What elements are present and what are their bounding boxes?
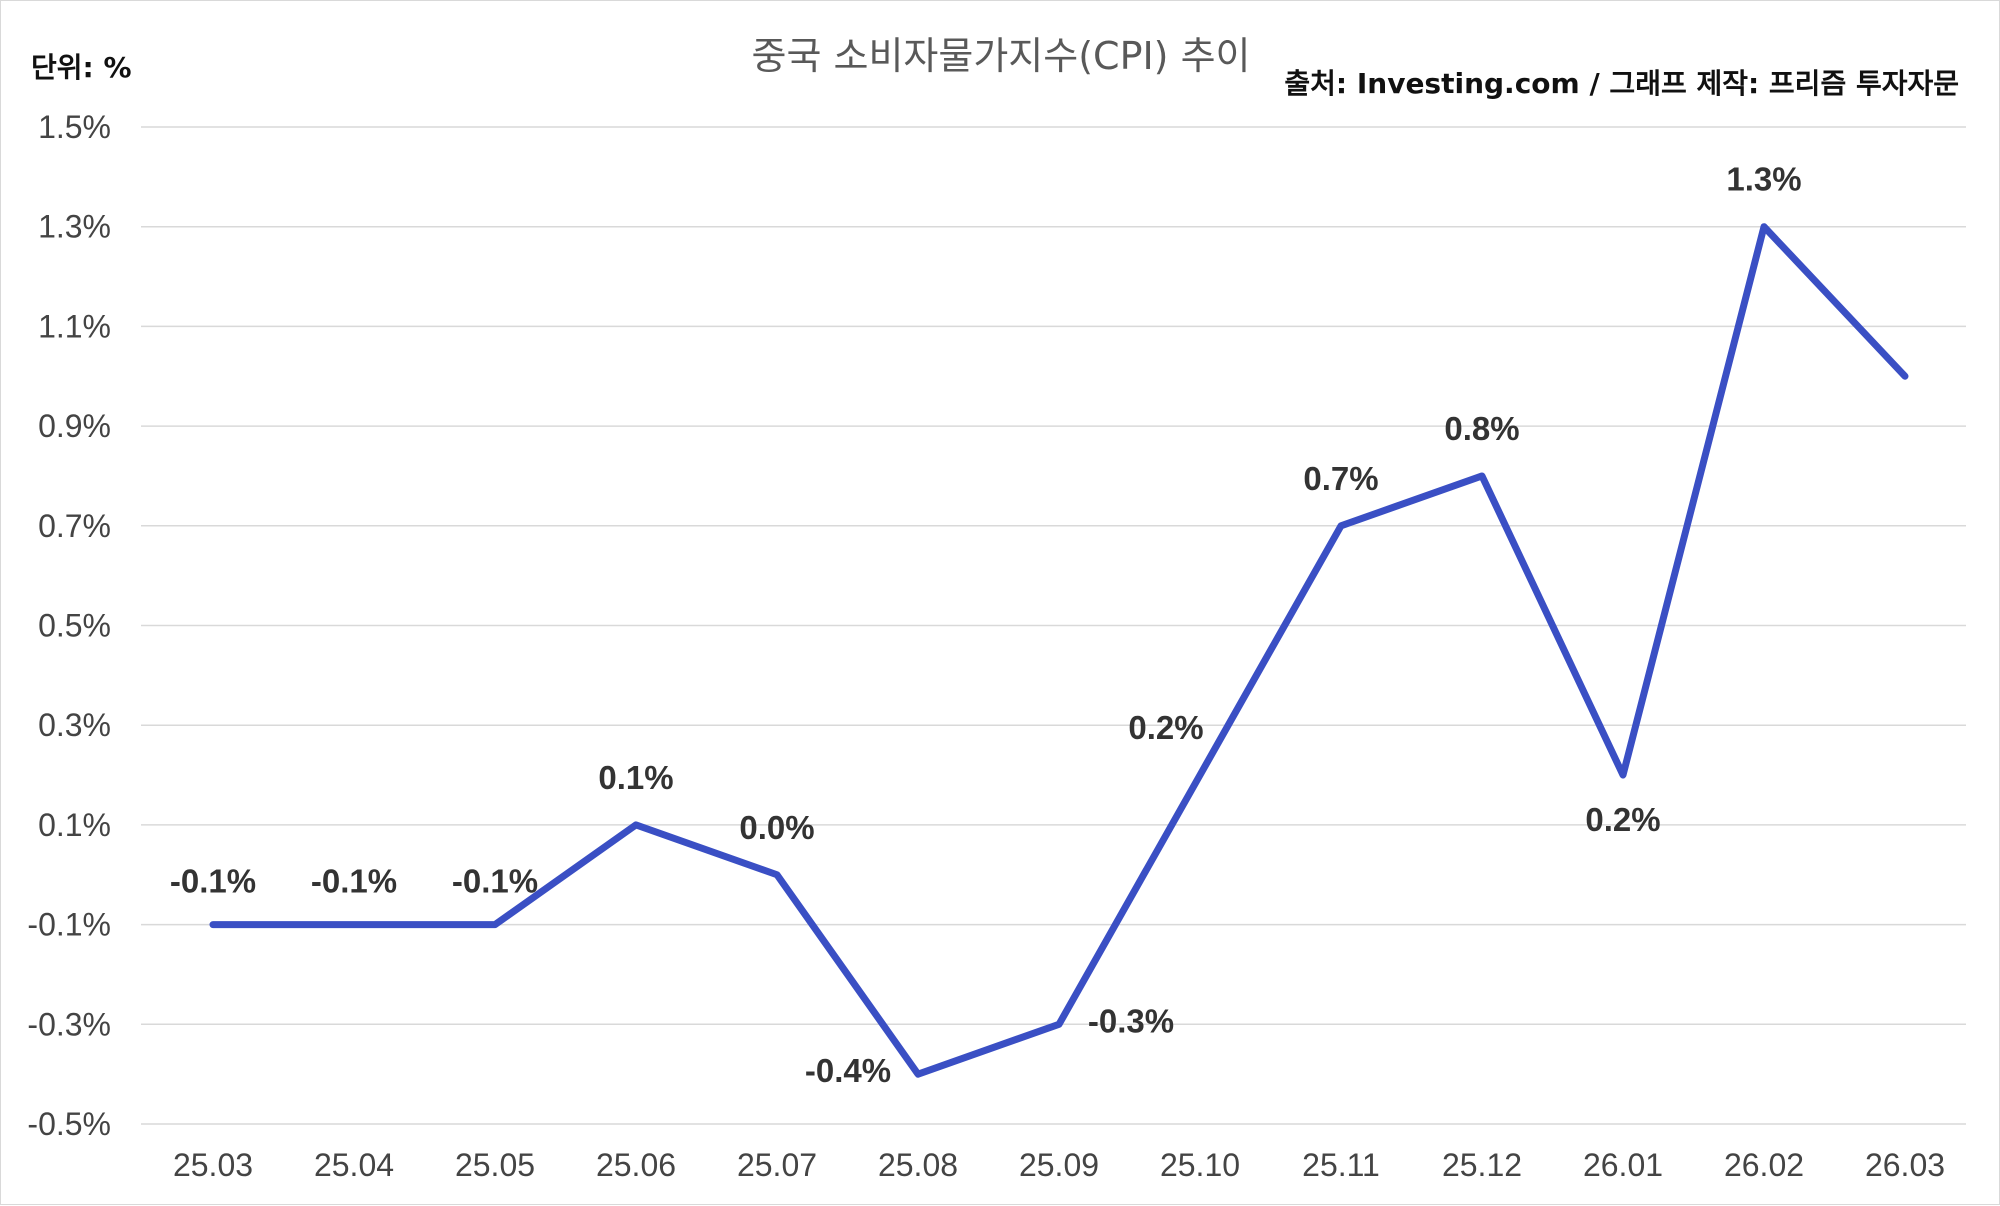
data-label: -0.3% bbox=[1088, 1002, 1174, 1039]
cpi-series-line bbox=[209, 223, 1909, 1078]
x-tick-label: 25.06 bbox=[596, 1147, 676, 1183]
data-label: -0.1% bbox=[311, 863, 397, 900]
y-tick-label: -0.3% bbox=[27, 1006, 111, 1042]
y-tick-label: 1.1% bbox=[38, 308, 111, 344]
x-axis-ticks: 25.03 25.04 25.05 25.06 25.07 25.08 25.09 25.10… bbox=[173, 1147, 1945, 1183]
y-tick-label: -0.5% bbox=[27, 1106, 111, 1142]
y-tick-label: 0.1% bbox=[38, 807, 111, 843]
data-label: 0.0% bbox=[739, 809, 814, 846]
chart-title: 중국 소비자물가지수(CPI) 추이 bbox=[751, 34, 1250, 78]
x-tick-label: 25.07 bbox=[737, 1147, 817, 1183]
data-label: 0.1% bbox=[598, 759, 673, 796]
data-label: 0.8% bbox=[1444, 410, 1519, 447]
x-tick-label: 25.05 bbox=[455, 1147, 535, 1183]
y-tick-label: 1.5% bbox=[38, 109, 111, 145]
x-tick-label: 25.09 bbox=[1019, 1147, 1099, 1183]
data-labels: -0.1% -0.1% -0.1% 0.1% 0.0% -0.4% -0.3% 0.2% 0.7… bbox=[170, 161, 1802, 1089]
y-tick-label: 0.7% bbox=[38, 508, 111, 544]
y-tick-label: 1.3% bbox=[38, 209, 111, 245]
gridlines bbox=[141, 126, 1966, 1125]
x-tick-label: 26.01 bbox=[1583, 1147, 1663, 1183]
y-tick-label: 0.9% bbox=[38, 408, 111, 444]
x-tick-label: 26.03 bbox=[1865, 1147, 1945, 1183]
x-tick-label: 25.10 bbox=[1160, 1147, 1240, 1183]
x-tick-label: 25.12 bbox=[1442, 1147, 1522, 1183]
y-tick-label: 0.5% bbox=[38, 608, 111, 644]
data-label: 0.2% bbox=[1585, 801, 1660, 838]
data-label: 1.3% bbox=[1726, 161, 1801, 198]
x-tick-label: 25.03 bbox=[173, 1147, 253, 1183]
x-tick-label: 26.02 bbox=[1724, 1147, 1804, 1183]
y-tick-label: 0.3% bbox=[38, 707, 111, 743]
unit-label: 단위: % bbox=[31, 51, 132, 84]
x-tick-label: 25.08 bbox=[878, 1147, 958, 1183]
x-tick-label: 25.11 bbox=[1302, 1147, 1380, 1183]
y-tick-label: -0.1% bbox=[27, 907, 111, 943]
series-line-group bbox=[209, 223, 1909, 1078]
data-label: 0.2% bbox=[1128, 709, 1203, 746]
data-label: -0.1% bbox=[170, 863, 256, 900]
data-label: -0.4% bbox=[805, 1052, 891, 1089]
data-label: -0.1% bbox=[452, 863, 538, 900]
y-axis-ticks: 1.5% 1.3% 1.1% 0.9% 0.7% 0.5% 0.3% 0.1% -0.1% -0.… bbox=[27, 109, 111, 1142]
data-label: 0.7% bbox=[1303, 460, 1378, 497]
x-tick-label: 25.04 bbox=[314, 1147, 394, 1183]
source-label: 출처: Investing.com / 그래프 제작: 프리즘 투자자문 bbox=[1284, 67, 1959, 100]
